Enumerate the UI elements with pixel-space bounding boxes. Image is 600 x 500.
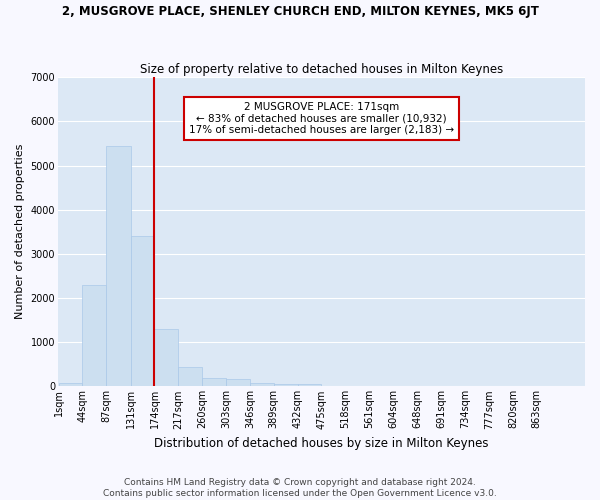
- Bar: [82, 285, 106, 386]
- Y-axis label: Number of detached properties: Number of detached properties: [15, 144, 25, 320]
- Text: 2, MUSGROVE PLACE, SHENLEY CHURCH END, MILTON KEYNES, MK5 6JT: 2, MUSGROVE PLACE, SHENLEY CHURCH END, M…: [62, 5, 538, 18]
- Bar: [274, 384, 298, 386]
- Text: 2 MUSGROVE PLACE: 171sqm
← 83% of detached houses are smaller (10,932)
17% of se: 2 MUSGROVE PLACE: 171sqm ← 83% of detach…: [189, 102, 454, 135]
- Bar: [298, 384, 322, 386]
- Bar: [154, 329, 178, 386]
- Title: Size of property relative to detached houses in Milton Keynes: Size of property relative to detached ho…: [140, 63, 503, 76]
- Bar: [131, 236, 154, 386]
- Bar: [178, 366, 202, 386]
- Bar: [59, 383, 82, 386]
- Bar: [106, 146, 131, 386]
- Bar: [250, 383, 274, 386]
- Bar: [226, 378, 250, 386]
- Text: Contains HM Land Registry data © Crown copyright and database right 2024.
Contai: Contains HM Land Registry data © Crown c…: [103, 478, 497, 498]
- X-axis label: Distribution of detached houses by size in Milton Keynes: Distribution of detached houses by size …: [154, 437, 489, 450]
- Bar: [202, 378, 226, 386]
